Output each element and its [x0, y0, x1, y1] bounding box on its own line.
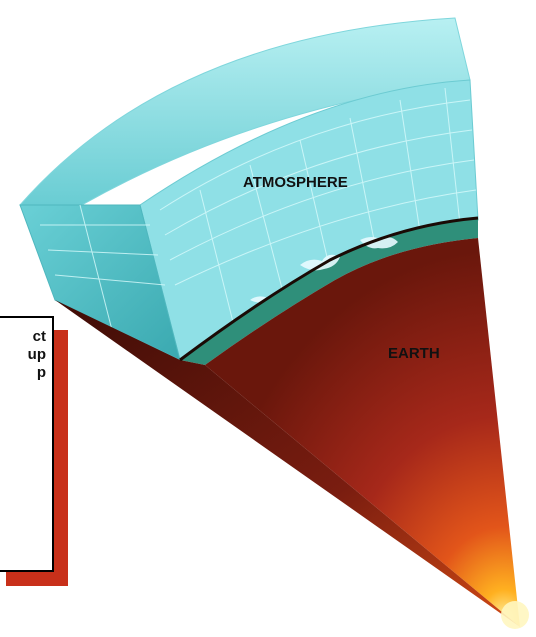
callout-text: ct up p — [28, 328, 46, 382]
cloud-patches — [250, 237, 398, 303]
atmosphere-grid — [40, 87, 477, 331]
callout-line-2: up — [27, 346, 46, 363]
earth-front-face — [205, 238, 520, 627]
atmosphere-label: ATMOSPHERE — [243, 174, 348, 191]
callout-box: ct up p — [0, 316, 54, 572]
callout-line-3: p — [36, 364, 46, 381]
surface-band — [180, 218, 478, 365]
earth-side-face — [55, 300, 520, 627]
callout-line-1: ct — [32, 328, 46, 345]
earth-core-glow — [501, 601, 529, 629]
atmosphere-top-face — [19, 17, 471, 231]
crust-boundary — [179, 216, 479, 362]
earth-label: EARTH — [388, 345, 440, 362]
